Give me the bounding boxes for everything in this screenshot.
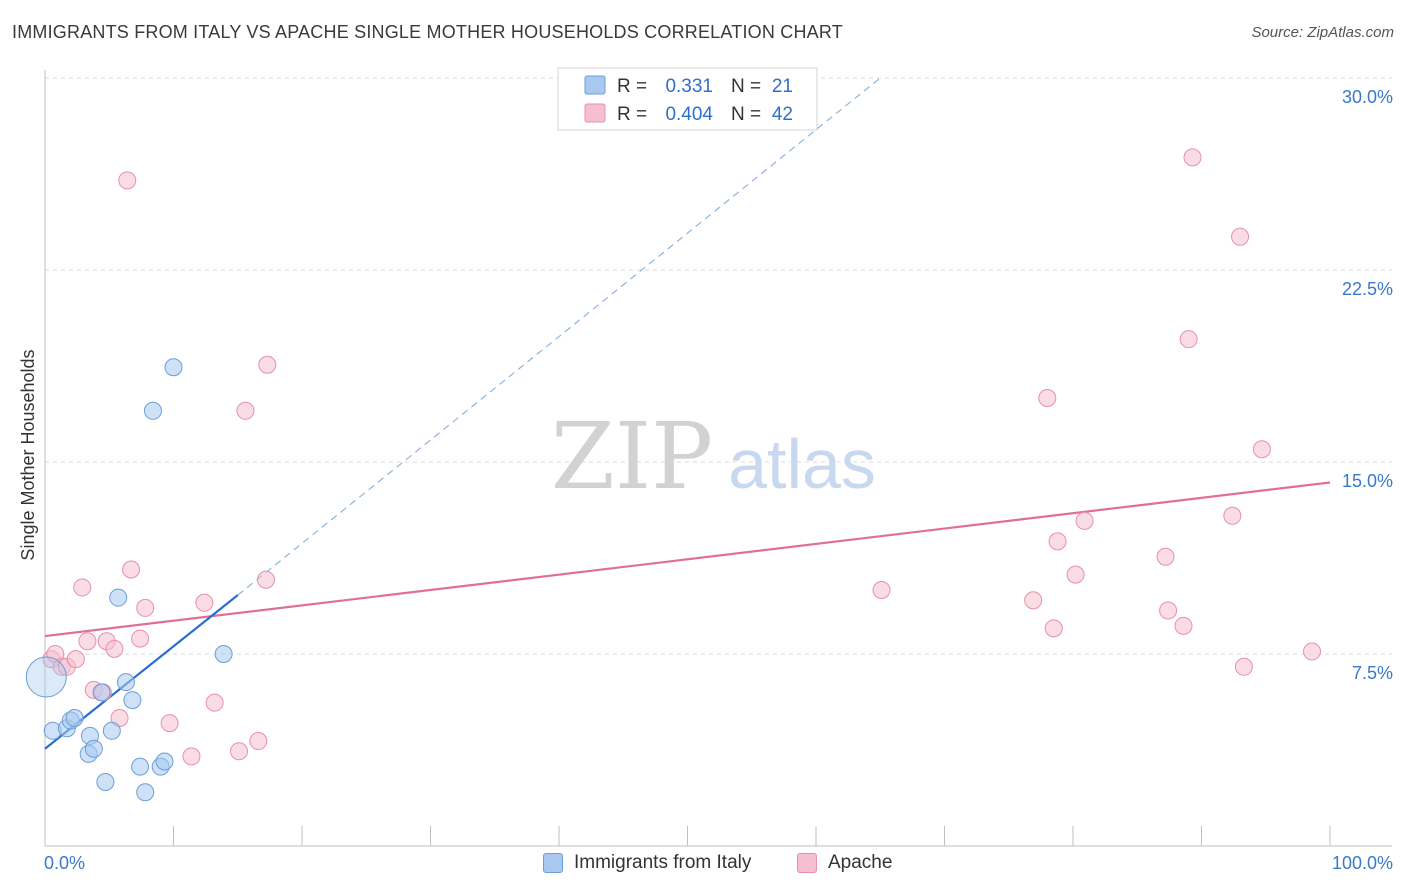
data-point-italy xyxy=(143,401,162,420)
source-label: Source: ZipAtlas.com xyxy=(1251,24,1394,41)
data-point-italy xyxy=(109,588,128,607)
data-point-italy xyxy=(214,645,233,663)
data-point-apache xyxy=(1159,601,1178,620)
legend-label-apache: Apache xyxy=(828,852,893,873)
legend-label-italy: Immigrants from Italy xyxy=(574,852,752,873)
gridlines xyxy=(45,77,1392,655)
watermark-atlas: atlas xyxy=(728,425,876,503)
data-point-apache xyxy=(1179,330,1198,349)
data-point-apache xyxy=(1252,440,1271,459)
legend-swatch-apache xyxy=(797,853,817,873)
data-point-apache xyxy=(131,629,150,648)
legend-n-value-2: 42 xyxy=(772,104,793,125)
data-point-apache xyxy=(1234,657,1253,676)
data-point-italy xyxy=(84,739,103,758)
data-point-italy xyxy=(102,721,121,740)
data-point-apache xyxy=(118,171,137,190)
legend-series: Immigrants from Italy Apache xyxy=(0,852,1406,878)
legend-n-value-1: 21 xyxy=(772,76,793,97)
data-point-apache xyxy=(1223,506,1242,525)
data-point-apache xyxy=(1048,532,1067,551)
legend-swatch-blue xyxy=(584,75,606,95)
y-axis-label: Single Mother Households xyxy=(18,349,38,560)
data-point-apache xyxy=(1044,619,1063,638)
legend-swatch-pink xyxy=(584,103,606,123)
data-point-apache xyxy=(1075,511,1094,530)
data-point-apache xyxy=(205,693,224,712)
data-point-apache xyxy=(249,732,268,751)
watermark-zip: ZIP xyxy=(551,403,713,510)
data-point-apache xyxy=(230,742,249,761)
chart-title: IMMIGRANTS FROM ITALY VS APACHE SINGLE M… xyxy=(12,22,843,42)
data-point-apache xyxy=(66,650,85,669)
data-point-apache xyxy=(160,714,179,733)
data-point-apache xyxy=(1183,148,1202,167)
data-point-apache xyxy=(257,570,276,589)
legend-n-label-1: N = xyxy=(731,76,761,97)
legend-swatch-italy xyxy=(543,853,563,873)
data-point-apache xyxy=(1066,565,1085,584)
data-point-italy xyxy=(155,752,174,771)
data-point-apache xyxy=(1174,616,1193,635)
legend-item-italy[interactable]: Immigrants from Italy xyxy=(543,852,751,874)
data-points xyxy=(25,148,1322,802)
legend-r-value-2: 0.404 xyxy=(665,104,713,125)
data-point-apache xyxy=(1231,227,1250,246)
watermark: ZIP atlas xyxy=(551,403,876,510)
data-point-italy xyxy=(123,691,142,710)
y-tick-label: 15.0% xyxy=(1342,471,1393,491)
legend-n-label-2: N = xyxy=(731,104,761,125)
data-point-apache xyxy=(105,639,124,658)
tick-labels: 7.5% 15.0% 22.5% 30.0% 0.0% 100.0% xyxy=(44,87,1393,873)
data-point-apache xyxy=(872,581,891,599)
data-point-italy xyxy=(96,773,115,791)
data-point-apache xyxy=(236,401,255,420)
y-tick-label: 7.5% xyxy=(1352,663,1393,683)
legend-stats: R = 0.331 N = 21 R = 0.404 N = 42 xyxy=(557,67,818,131)
x-tick-label-min: 0.0% xyxy=(44,853,85,873)
data-point-apache xyxy=(136,598,155,617)
data-point-apache xyxy=(73,578,92,597)
legend-r-label-2: R = xyxy=(617,104,647,125)
data-point-apache xyxy=(1024,591,1043,610)
data-point-italy xyxy=(25,656,67,698)
data-point-apache xyxy=(195,593,214,612)
data-point-apache xyxy=(1038,389,1057,407)
data-point-italy xyxy=(92,683,111,702)
data-point-italy xyxy=(116,673,135,692)
x-tick-label-max: 100.0% xyxy=(1332,853,1393,873)
data-point-italy xyxy=(65,709,84,727)
axes xyxy=(44,70,1392,847)
data-point-apache xyxy=(122,560,141,579)
data-point-italy xyxy=(136,783,155,802)
data-point-apache xyxy=(1303,642,1322,661)
legend-r-value-1: 0.331 xyxy=(665,76,713,97)
data-point-apache xyxy=(1156,547,1175,566)
data-point-apache xyxy=(182,747,201,766)
trend-line-italy-extrapolated xyxy=(237,77,881,596)
data-point-apache xyxy=(78,632,97,651)
data-point-apache xyxy=(258,355,277,374)
y-tick-label: 22.5% xyxy=(1342,279,1393,299)
legend-r-label-1: R = xyxy=(617,76,647,97)
trend-line-apache xyxy=(44,481,1331,638)
data-point-italy xyxy=(131,757,150,776)
data-point-italy xyxy=(164,358,183,377)
legend-item-apache[interactable]: Apache xyxy=(797,852,892,874)
y-tick-label: 30.0% xyxy=(1342,87,1393,107)
